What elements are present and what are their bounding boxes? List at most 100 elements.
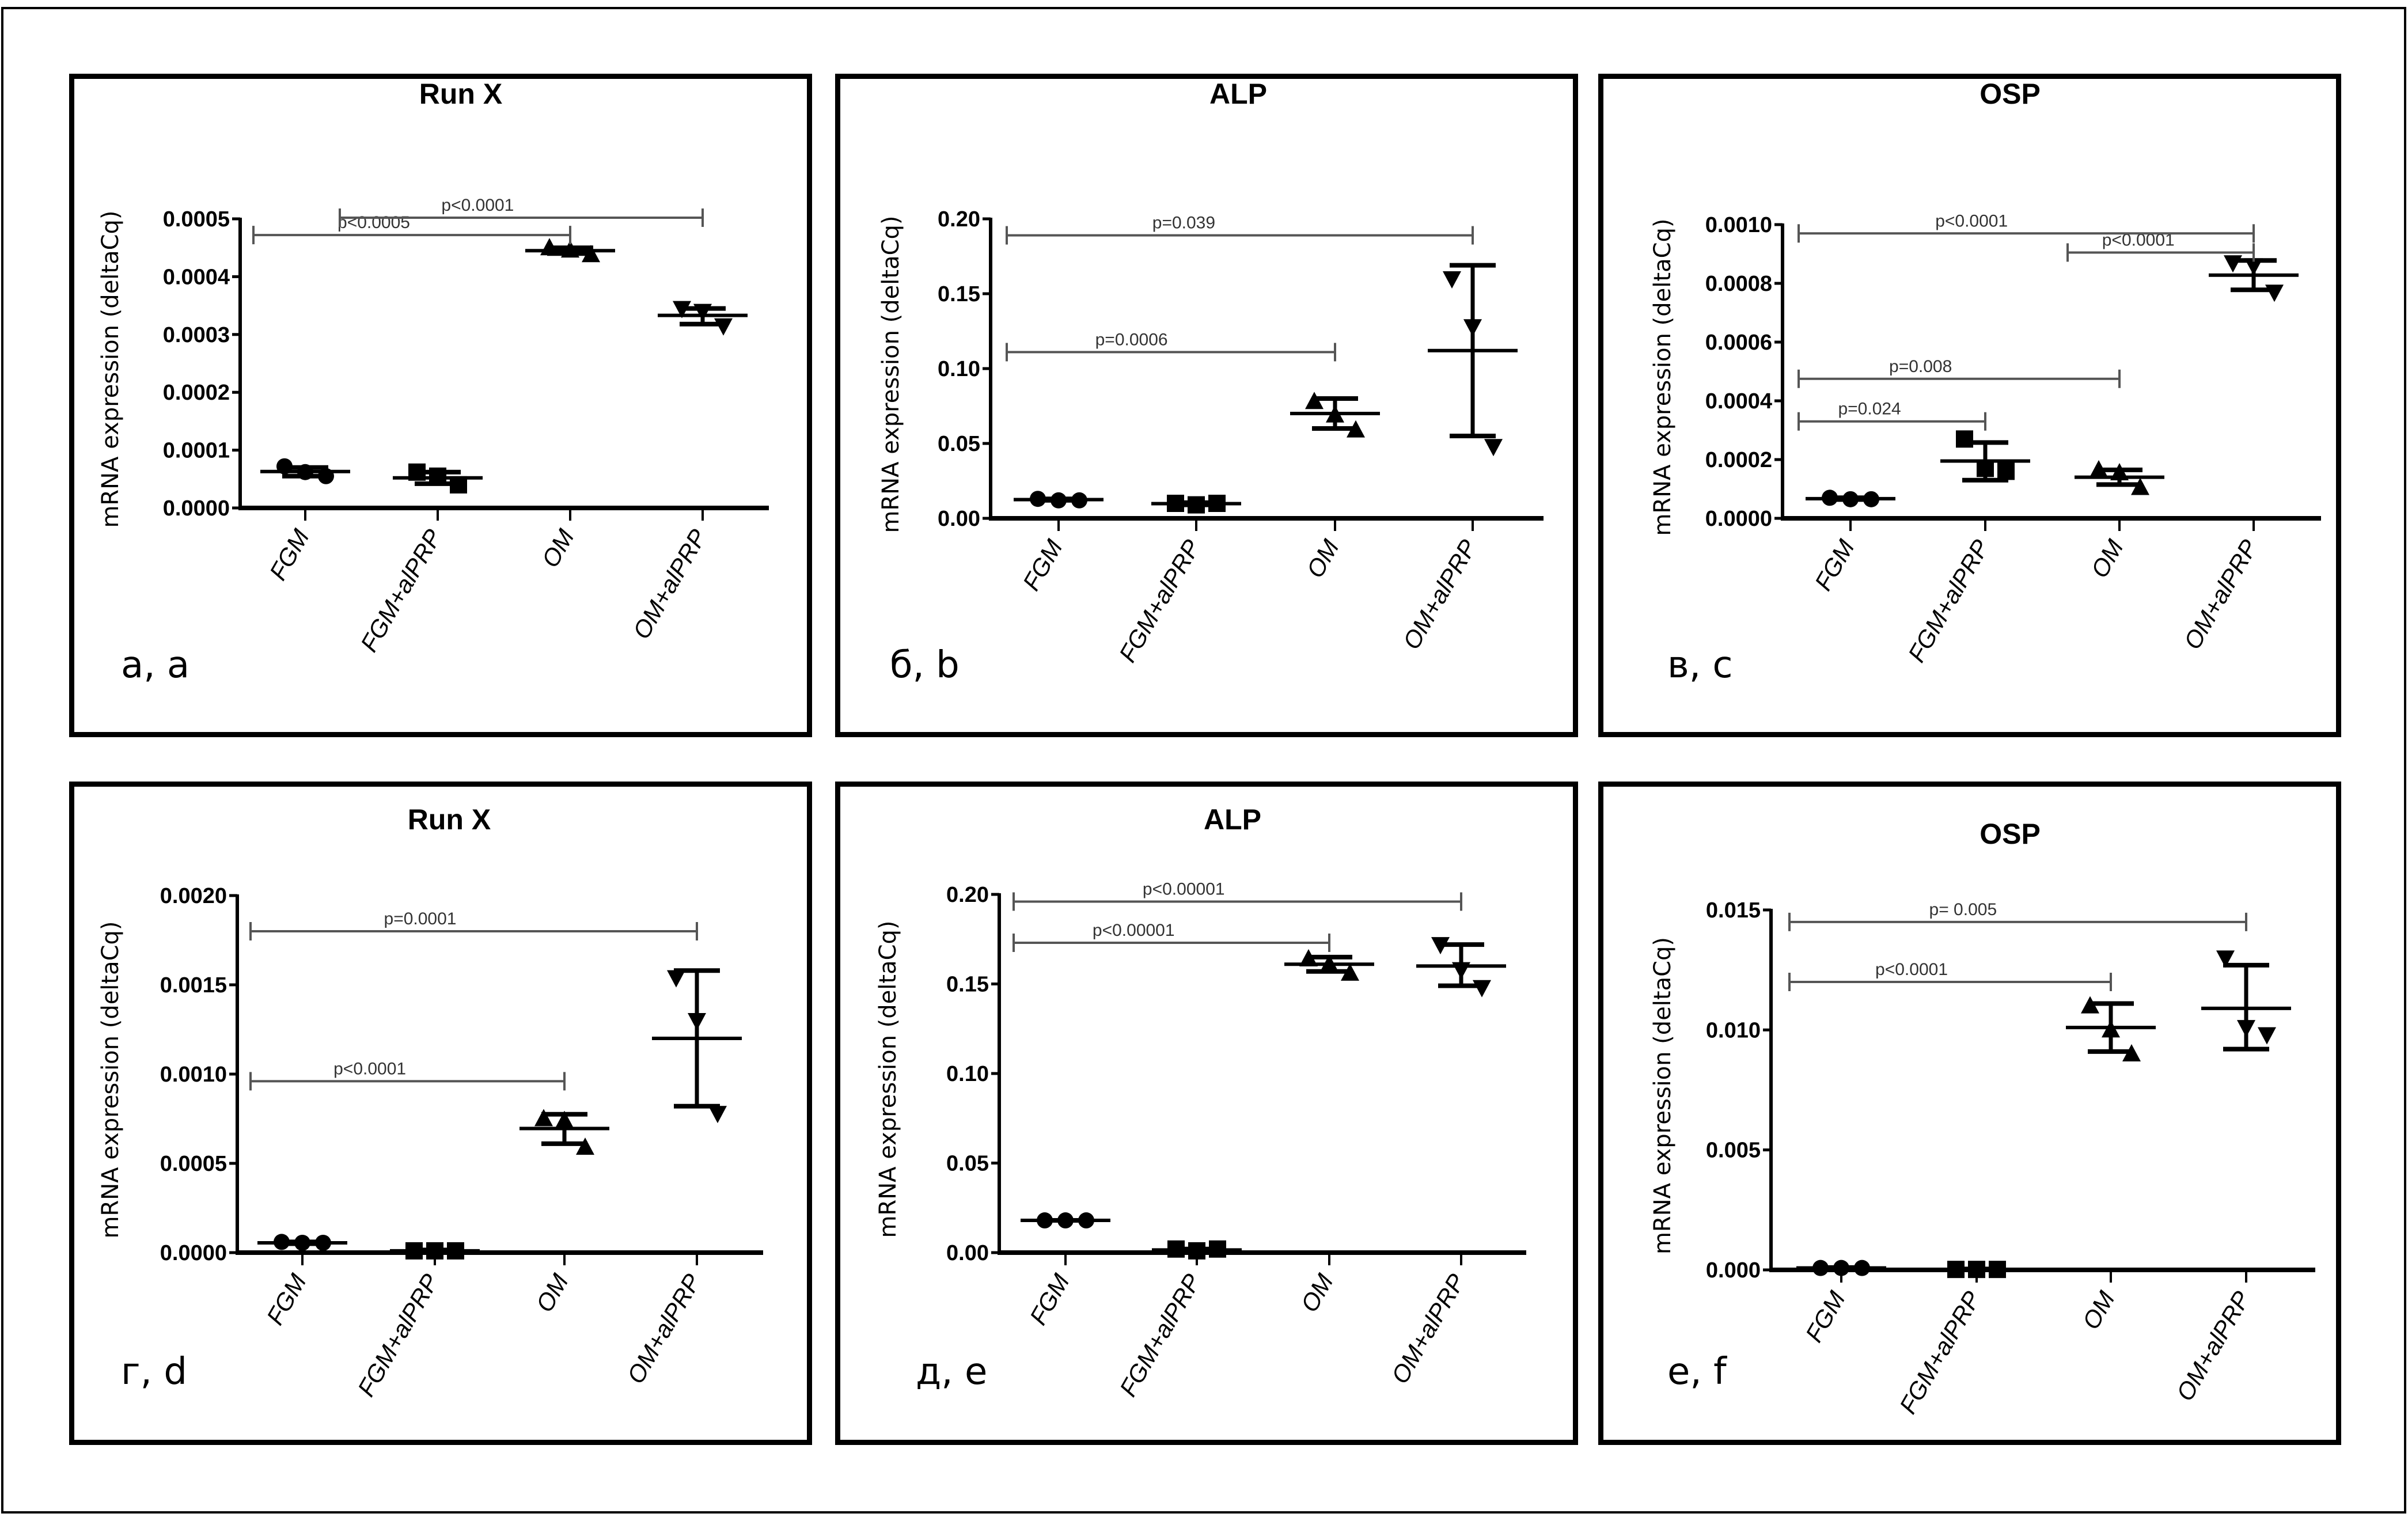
data-point-c-1-0	[1956, 430, 1973, 448]
p-value-label-d-1: p=0.0001	[384, 909, 457, 928]
x-category-label-a-0: FGM	[264, 525, 314, 585]
x-category-label-c-1: FGM+alPRP	[1903, 535, 1994, 667]
data-point-a-3-0	[673, 301, 691, 318]
data-point-d-3-0	[667, 970, 685, 988]
y-tick-label-d-4: 0.0020	[160, 884, 227, 908]
x-category-label-b-2: OM	[1301, 535, 1344, 582]
x-category-label-f-1: FGM+alPRP	[1894, 1287, 1986, 1418]
panel-b	[835, 74, 1578, 737]
p-value-label-d-0: p<0.0001	[333, 1059, 406, 1078]
y-tick-label-c-2: 0.0004	[1705, 389, 1772, 414]
x-category-label-c-3: OM+alPRP	[2178, 535, 2262, 654]
x-category-label-f-2: OM	[2077, 1287, 2120, 1334]
data-point-b-3-2	[1484, 439, 1503, 457]
data-point-d-2-0	[534, 1109, 553, 1126]
y-tick-label-b-4: 0.20	[938, 207, 980, 232]
p-value-label-f-0: p<0.0001	[1875, 960, 1948, 979]
data-point-a-2-1	[561, 240, 579, 258]
p-value-label-f-1: p= 0.005	[1929, 900, 1997, 919]
p-value-label-c-0: p=0.024	[1838, 400, 1901, 419]
y-tick-label-a-3: 0.0003	[163, 323, 230, 347]
y-tick-label-f-3: 0.015	[1706, 898, 1761, 923]
panel-label-d: г, d	[121, 1351, 187, 1393]
x-category-label-c-2: OM	[2085, 535, 2129, 582]
x-category-label-d-1: FGM+alPRP	[352, 1269, 444, 1401]
data-point-c-3-1	[2244, 258, 2263, 276]
x-category-label-f-0: FGM	[1800, 1287, 1850, 1346]
x-category-label-b-0: FGM	[1017, 535, 1067, 595]
panel-label-f: е, f	[1667, 1351, 1727, 1393]
y-tick-label-a-4: 0.0004	[163, 265, 230, 289]
y-tick-label-c-0: 0.0000	[1705, 507, 1772, 531]
panel-c	[1598, 74, 2341, 737]
y-tick-label-f-1: 0.005	[1706, 1139, 1761, 1163]
y-tick-label-d-3: 0.0015	[160, 973, 227, 997]
data-point-f-2-2	[2122, 1044, 2141, 1061]
panel-d	[69, 782, 812, 1445]
panel-a	[69, 74, 812, 737]
y-axis-label-c: mRNA expression (deltaCq)	[1649, 218, 1676, 536]
chart-title-e: ALP	[1204, 803, 1261, 836]
y-tick-label-b-2: 0.10	[938, 357, 980, 381]
y-axis-label-a: mRNA expression (deltaCq)	[97, 210, 124, 528]
data-point-b-3-1	[1463, 319, 1482, 337]
panel-f	[1598, 782, 2341, 1445]
x-category-label-a-3: OM+alPRP	[627, 525, 711, 643]
data-point-a-1-1	[429, 467, 446, 485]
data-point-f-2-0	[2081, 996, 2099, 1014]
y-tick-label-e-0: 0.00	[946, 1241, 989, 1265]
y-tick-label-b-3: 0.15	[938, 282, 980, 306]
x-category-label-e-2: OM	[1295, 1269, 1338, 1317]
y-tick-label-c-3: 0.0006	[1705, 331, 1772, 355]
y-tick-label-f-2: 0.010	[1706, 1018, 1761, 1042]
data-point-c-2-0	[2090, 460, 2108, 477]
data-point-a-2-2	[582, 245, 600, 263]
x-category-label-e-3: OM+alPRP	[1386, 1269, 1470, 1388]
panel-label-b: б, b	[890, 644, 960, 686]
chart-title-a: Run X	[419, 78, 502, 110]
x-category-label-d-3: OM+alPRP	[621, 1269, 706, 1388]
y-axis-label-f: mRNA expression (deltaCq)	[1649, 937, 1676, 1254]
p-value-label-a-0: p<0.0005	[338, 213, 410, 232]
y-tick-label-e-4: 0.20	[946, 883, 989, 907]
data-point-d-3-2	[708, 1106, 727, 1124]
data-point-b-2-2	[1347, 420, 1365, 438]
panel-label-e: д, e	[916, 1351, 988, 1393]
data-point-c-3-2	[2265, 285, 2284, 302]
p-value-label-a-1: p<0.0001	[441, 196, 514, 215]
data-point-e-2-2	[1341, 963, 1359, 981]
panel-label-a: а, a	[121, 644, 190, 686]
x-category-label-e-1: FGM+alPRP	[1114, 1269, 1206, 1401]
y-tick-label-a-5: 0.0005	[163, 207, 230, 232]
figure-frame	[1, 7, 2406, 1514]
y-tick-label-a-1: 0.0001	[163, 439, 230, 463]
chart-title-c: OSP	[1980, 78, 2041, 110]
y-axis-label-b: mRNA expression (deltaCq)	[878, 215, 904, 533]
panel-label-c: в, c	[1667, 644, 1733, 686]
y-axis-label-e: mRNA expression (deltaCq)	[875, 920, 901, 1238]
data-point-e-3-0	[1431, 937, 1450, 955]
data-point-f-3-1	[2237, 1020, 2255, 1038]
p-value-label-c-3: p<0.0001	[1935, 211, 2008, 230]
y-tick-label-c-1: 0.0002	[1705, 448, 1772, 472]
y-tick-label-a-0: 0.0000	[163, 496, 230, 521]
data-point-a-3-1	[693, 304, 712, 321]
y-tick-label-a-2: 0.0002	[163, 381, 230, 405]
data-point-c-1-2	[1997, 462, 2015, 480]
data-point-e-2-0	[1299, 949, 1318, 966]
chart-title-f: OSP	[1980, 818, 2041, 850]
chart-title-b: ALP	[1209, 78, 1267, 110]
data-point-e-3-2	[1473, 980, 1491, 997]
x-category-label-a-2: OM	[536, 525, 579, 572]
y-tick-label-c-5: 0.0010	[1705, 213, 1772, 237]
data-point-c-3-0	[2224, 255, 2242, 273]
y-tick-label-b-0: 0.00	[938, 507, 980, 531]
p-value-label-b-1: p=0.039	[1152, 214, 1215, 233]
p-value-label-e-1: p<0.00001	[1143, 879, 1225, 898]
chart-title-d: Run X	[408, 803, 491, 836]
data-point-d-2-1	[555, 1110, 574, 1128]
x-category-label-f-3: OM+alPRP	[2171, 1287, 2255, 1405]
x-category-label-e-0: FGM	[1024, 1269, 1074, 1329]
y-tick-label-d-1: 0.0005	[160, 1152, 227, 1176]
